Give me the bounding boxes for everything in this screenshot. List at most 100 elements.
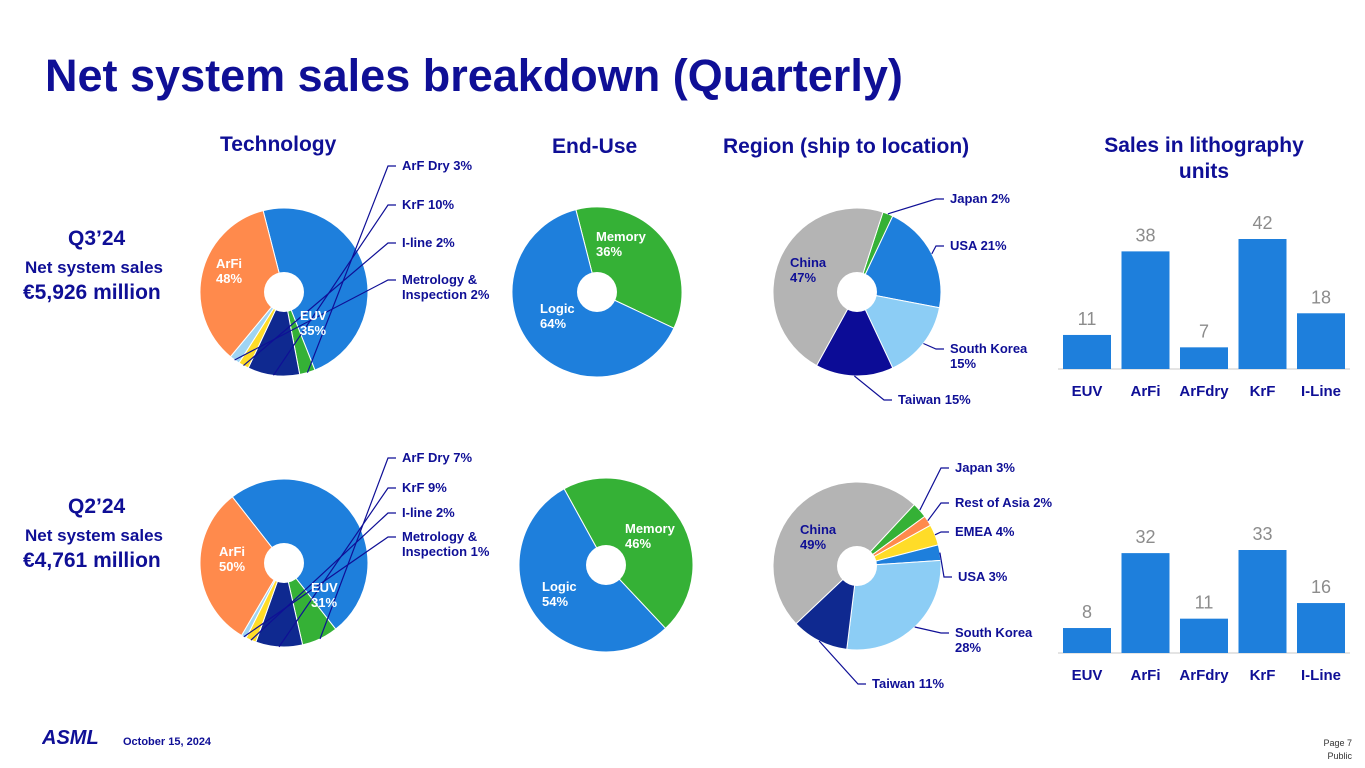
pie-label-technology-arfi-q3: ArFi [216, 256, 242, 271]
bar-value-arfi-q2: 32 [1135, 527, 1155, 547]
pie-label-technology-i-line-q3: I-line 2% [402, 235, 455, 250]
bar-arfi-q2 [1121, 553, 1170, 653]
pie-label-end-use-logic-q2-pct: 54% [542, 594, 568, 609]
pie-slice-technology-arfi-q3 [262, 207, 369, 371]
footer-page-info: Page 7 Public [1323, 737, 1352, 763]
pie-label-region-ship-to-location-china-q2-pct: 49% [800, 537, 826, 552]
page-number: Page 7 [1323, 738, 1352, 748]
bar-category-i-line-q2: I-Line [1301, 667, 1341, 684]
quarter-sub-q3: Net system sales [25, 258, 163, 277]
pie-hole-region-ship-to-location-q2 [837, 546, 877, 586]
pie-label-technology-arfi-q2: ArFi [219, 544, 245, 559]
bar-arfi-q3 [1121, 251, 1170, 369]
quarter-value-q2: €4,761 million [23, 549, 161, 572]
header-units-line2: units [1178, 160, 1230, 183]
bar-category-i-line-q3: I-Line [1301, 383, 1341, 400]
pie-label-region-ship-to-location-south-korea-q2: South Korea [955, 625, 1033, 640]
asml-logo: ASML [42, 727, 99, 748]
pie-label-region-ship-to-location-china-q3-pct: 47% [790, 270, 816, 285]
pie-label-technology-i-line-q2-leader [250, 512, 396, 641]
pie-label-region-ship-to-location-usa-q3: USA 21% [950, 238, 1007, 253]
header-units: Sales in lithography units [1074, 133, 1334, 185]
bar-category-krf-q2: KrF [1250, 667, 1276, 684]
pie-hole-region-ship-to-location-q3 [837, 272, 877, 312]
pie-label-region-ship-to-location-china-q2: China [800, 522, 837, 537]
pie-label-region-ship-to-location-emea-q2-leader [934, 531, 949, 536]
bar-category-arfdry-q2: ArFdry [1179, 667, 1229, 684]
classification: Public [1327, 751, 1352, 761]
bar-value-arfdry-q3: 7 [1199, 321, 1209, 341]
pie-label-technology-i-line-q3-leader [243, 242, 396, 367]
pie-hole-technology-q2 [264, 543, 304, 583]
pie-slice-region-ship-to-location-china-q3 [772, 207, 884, 367]
bar-value-i-line-q3: 18 [1311, 287, 1331, 307]
bar-category-krf-q3: KrF [1250, 383, 1276, 400]
pie-slice-region-ship-to-location-usa-q3 [856, 215, 942, 309]
asml-logo-text: ASML [42, 727, 99, 748]
pie-label-technology-arf-dry-q3: ArF Dry 3% [402, 158, 473, 173]
pie-label-technology-arf-dry-q3-leader [306, 165, 396, 373]
pie-label-region-ship-to-location-south-korea-q3: South Korea [950, 341, 1028, 356]
pie-hole-end-use-q3 [577, 272, 617, 312]
bar-value-arfdry-q2: 11 [1195, 593, 1214, 613]
bar-value-arfi-q3: 38 [1135, 225, 1155, 245]
pie-label-technology-euv-q3-pct: 35% [300, 323, 326, 338]
pie-label-technology-euv-q2-pct: 31% [311, 595, 337, 610]
page-title: Net system sales breakdown (Quarterly) [45, 50, 903, 101]
pie-label-region-ship-to-location-taiwan-q2: Taiwan 11% [872, 676, 944, 691]
quarter-sub-q2: Net system sales [25, 526, 163, 545]
bar-value-euv-q3: 11 [1078, 309, 1097, 329]
pie-label-technology-arfi-q2-pct: 50% [219, 559, 245, 574]
bar-category-euv-q2: EUV [1072, 667, 1103, 684]
bar-krf-q3 [1238, 239, 1287, 369]
pie-label-technology-metrology-inspection-q3-line2: Inspection 2% [402, 287, 490, 302]
pie-label-region-ship-to-location-taiwan-q3-leader [854, 375, 892, 401]
pie-label-technology-arf-dry-q2-leader [319, 457, 396, 640]
pie-label-end-use-logic-q3-pct: 64% [540, 316, 566, 331]
pie-label-technology-arf-dry-q2: ArF Dry 7% [402, 450, 473, 465]
header-technology: Technology [220, 133, 337, 156]
bar-i-line-q3 [1297, 313, 1345, 369]
bar-euv-q2 [1063, 628, 1111, 653]
bar-value-euv-q2: 8 [1082, 602, 1092, 622]
pie-label-technology-krf-q3-leader [273, 204, 396, 376]
bar-value-krf-q3: 42 [1252, 213, 1272, 233]
pie-label-technology-i-line-q2: I-line 2% [402, 505, 455, 520]
pie-label-region-ship-to-location-emea-q2: EMEA 4% [955, 524, 1015, 539]
pie-label-region-ship-to-location-usa-q2: USA 3% [958, 569, 1008, 584]
quarter-label-q3: Q3’24 [68, 227, 126, 250]
pie-label-technology-metrology-inspection-q3: Metrology & [402, 272, 477, 287]
pie-label-region-ship-to-location-rest-of-asia-q2-leader [927, 502, 949, 522]
pie-label-technology-krf-q2-leader [278, 487, 396, 648]
pie-label-region-ship-to-location-south-korea-q2-line2: 28% [955, 640, 981, 655]
pie-label-end-use-logic-q3: Logic [540, 301, 575, 316]
pie-label-region-ship-to-location-usa-q3-leader [931, 245, 944, 255]
bar-category-arfi-q3: ArFi [1131, 383, 1161, 400]
header-units-line1: Sales in lithography [1104, 134, 1304, 157]
pie-label-region-ship-to-location-japan-q2-leader [919, 467, 949, 511]
pie-label-technology-metrology-inspection-q2: Metrology & [402, 529, 477, 544]
footer-date: October 15, 2024 [123, 736, 212, 748]
bar-category-arfi-q2: ArFi [1131, 667, 1161, 684]
pie-hole-technology-q3 [264, 272, 304, 312]
bar-euv-q3 [1063, 334, 1111, 369]
bar-category-euv-q3: EUV [1072, 383, 1103, 400]
bar-arfdry-q2 [1180, 618, 1228, 653]
pie-label-technology-euv-q2: EUV [311, 580, 338, 595]
bar-value-krf-q2: 33 [1252, 524, 1272, 544]
pie-label-region-ship-to-location-rest-of-asia-q2: Rest of Asia 2% [955, 495, 1052, 510]
pie-label-region-ship-to-location-south-korea-q3-leader [923, 342, 944, 350]
pie-label-end-use-logic-q2: Logic [542, 579, 577, 594]
pie-label-technology-krf-q3: KrF 10% [402, 197, 454, 212]
bar-i-line-q2 [1297, 603, 1345, 653]
pie-slice-end-use-memory-q2 [563, 477, 694, 630]
pie-label-technology-krf-q2: KrF 9% [402, 480, 447, 495]
pie-label-region-ship-to-location-usa-q2-leader [939, 552, 952, 578]
pie-label-region-ship-to-location-japan-q3-leader [887, 198, 944, 215]
pie-label-technology-metrology-inspection-q2-line2: Inspection 1% [402, 544, 490, 559]
pie-label-region-ship-to-location-taiwan-q3: Taiwan 15% [898, 392, 971, 407]
pie-label-technology-euv-q3: EUV [300, 308, 327, 323]
pie-label-region-ship-to-location-japan-q2: Japan 3% [955, 460, 1015, 475]
pie-label-technology-arfi-q3-pct: 48% [216, 271, 242, 286]
